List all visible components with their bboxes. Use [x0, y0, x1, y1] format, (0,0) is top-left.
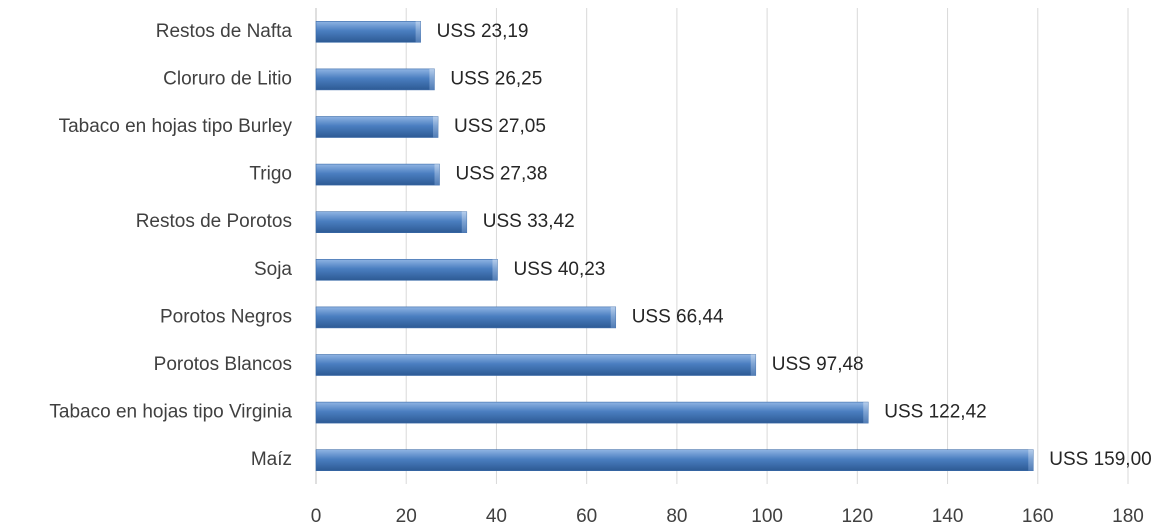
bar-body	[315, 20, 421, 43]
bar	[315, 116, 439, 138]
data-label: USS 23,19	[437, 21, 529, 42]
category-labels: Restos de Nafta Cloruro de Litio Tabaco en…	[49, 21, 292, 470]
bar-end-cap	[1028, 449, 1034, 471]
bar	[315, 401, 869, 424]
x-tick-label: 140	[932, 506, 964, 527]
category-label: Restos de Porotos	[136, 211, 292, 232]
category-label: Soja	[254, 259, 292, 280]
category-label: Cloruro de Litio	[163, 68, 292, 89]
bar	[315, 163, 440, 186]
data-label: USS 33,42	[483, 211, 575, 232]
bar-body	[315, 401, 869, 424]
value-labels: USS 23,19 USS 26,25 USS 27,05 USS 27,38 USS …	[437, 21, 1152, 470]
bar-body	[315, 354, 757, 376]
category-label: Trigo	[249, 164, 292, 185]
x-tick-label: 0	[311, 506, 322, 527]
category-label: Porotos Blancos	[154, 354, 292, 375]
bar	[315, 68, 435, 91]
category-label: Restos de Nafta	[156, 21, 293, 42]
x-tick-label: 60	[576, 506, 597, 527]
data-label: USS 159,00	[1049, 449, 1151, 470]
x-tick-label: 40	[486, 506, 507, 527]
x-tick-label: 160	[1022, 506, 1054, 527]
bar-end-cap	[863, 402, 869, 424]
data-label: USS 26,25	[450, 68, 542, 89]
data-label: USS 122,42	[884, 402, 986, 423]
data-label: USS 27,38	[456, 164, 548, 185]
bar	[315, 211, 468, 233]
bar	[315, 449, 1034, 472]
bar-body	[315, 258, 498, 281]
bar	[315, 20, 421, 43]
bar-end-cap	[415, 21, 421, 43]
x-tick-label: 80	[666, 506, 687, 527]
data-label: USS 40,23	[513, 259, 605, 280]
bar-end-cap	[433, 116, 439, 138]
bar-body	[315, 449, 1034, 472]
bar-end-cap	[434, 164, 440, 186]
x-tick-label: 20	[396, 506, 417, 527]
x-tick-label: 100	[751, 506, 783, 527]
bar-end-cap	[492, 259, 498, 281]
bar-body	[315, 116, 439, 138]
bar-end-cap	[429, 68, 435, 90]
bar	[315, 258, 498, 281]
category-label: Tabaco en hojas tipo Virginia	[49, 402, 292, 423]
bar-end-cap	[610, 306, 616, 328]
bars	[315, 20, 1034, 472]
category-label: Maíz	[251, 449, 292, 470]
bar	[315, 354, 757, 376]
x-tick-label: 180	[1112, 506, 1144, 527]
bar-end-cap	[461, 211, 467, 233]
bar-body	[315, 163, 440, 186]
data-label: USS 27,05	[454, 116, 546, 137]
category-label: Porotos Negros	[160, 306, 292, 327]
bar-body	[315, 211, 468, 233]
category-label: Tabaco en hojas tipo Burley	[59, 116, 293, 137]
bar-body	[315, 306, 617, 329]
data-label: USS 66,44	[632, 306, 724, 327]
bar-end-cap	[750, 354, 756, 376]
data-label: USS 97,48	[772, 354, 864, 375]
x-tick-label: 120	[841, 506, 873, 527]
bar	[315, 306, 617, 329]
x-axis-tick-labels: 0 20 40 60 80 100 120 140 160 180	[311, 506, 1144, 527]
bar-body	[315, 68, 435, 91]
